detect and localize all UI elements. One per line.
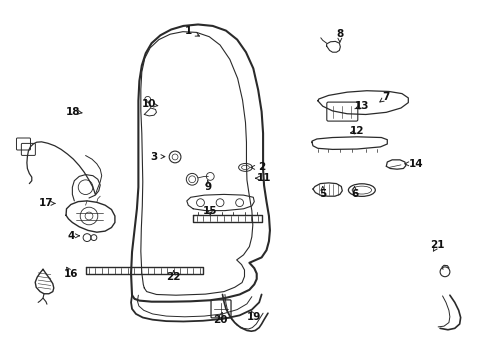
- Text: 16: 16: [63, 269, 78, 279]
- Text: 8: 8: [336, 29, 343, 39]
- Text: 21: 21: [429, 240, 444, 250]
- Text: 19: 19: [246, 312, 261, 322]
- Text: 2: 2: [258, 162, 264, 172]
- Text: 22: 22: [166, 272, 181, 282]
- Text: 13: 13: [354, 101, 368, 111]
- Text: 12: 12: [349, 126, 364, 136]
- Text: 1: 1: [184, 26, 191, 36]
- Text: 14: 14: [407, 159, 422, 169]
- Text: 6: 6: [350, 189, 357, 199]
- Text: 7: 7: [382, 92, 389, 102]
- Text: 10: 10: [142, 99, 156, 109]
- Text: 4: 4: [67, 231, 75, 241]
- Text: 5: 5: [319, 189, 325, 199]
- Text: 9: 9: [204, 182, 211, 192]
- Text: 18: 18: [66, 107, 81, 117]
- Text: 3: 3: [150, 152, 157, 162]
- Text: 11: 11: [256, 173, 271, 183]
- Text: 17: 17: [39, 198, 54, 208]
- Text: 15: 15: [203, 206, 217, 216]
- Text: 20: 20: [212, 315, 227, 325]
